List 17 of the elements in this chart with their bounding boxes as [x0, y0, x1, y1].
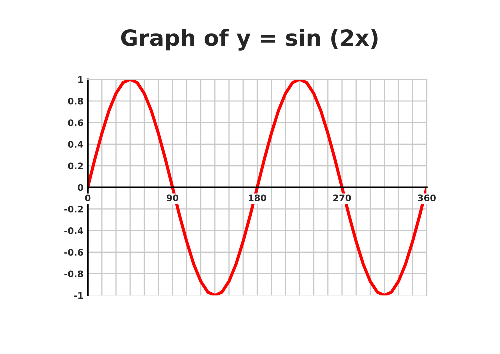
- y-tick-label: 0.2: [68, 162, 84, 170]
- x-tick-label: 0: [85, 194, 91, 202]
- y-tick-label: -0.8: [64, 270, 84, 278]
- y-tick-label: -0.6: [64, 249, 84, 256]
- y-tick-label: 1: [78, 76, 84, 84]
- y-tick-label: -0.2: [64, 206, 84, 213]
- x-tick-label: 90: [166, 194, 179, 202]
- chart-title: Graph of y = sin (2x): [121, 29, 378, 51]
- x-tick-label: 360: [418, 194, 436, 202]
- x-tick-label: 180: [249, 194, 266, 202]
- y-tick-label: -1: [74, 292, 84, 300]
- x-tick-label: 270: [334, 194, 352, 202]
- y-tick-label: 0.4: [68, 141, 84, 148]
- y-tick-label: -0.4: [64, 228, 84, 234]
- y-tick-label: 0.8: [68, 98, 84, 105]
- y-tick-label: 0.6: [68, 120, 84, 126]
- y-tick-label: 0: [78, 184, 84, 192]
